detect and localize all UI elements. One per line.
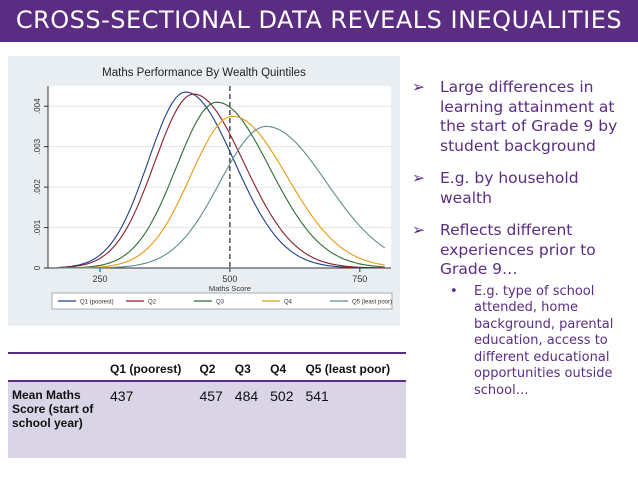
series-line — [58, 91, 385, 269]
legend-label: Q5 (least poor) — [352, 300, 392, 306]
y-tick-label: .001 — [33, 219, 42, 235]
y-tick-label: .003 — [33, 138, 42, 154]
legend-box — [51, 292, 393, 310]
sub-bullet-text: E.g. type of school attended, home backg… — [474, 283, 614, 398]
table-header-row: Q1 (poorest) Q2 Q3 Q4 Q5 (least poor) — [8, 352, 406, 382]
table-cell: 457 — [195, 381, 231, 458]
legend-label: Q1 (poorest) — [80, 300, 114, 306]
table-header-cell: Q3 — [230, 352, 267, 382]
legend-label: Q2 — [148, 300, 157, 306]
bullet-text: Reflects different experiences prior to … — [440, 221, 596, 278]
table-cell: 484 — [230, 381, 267, 458]
table-header-cell — [8, 352, 106, 382]
bullet-text: Large differences in learning attainment… — [440, 78, 618, 155]
arrow-bullet-icon: ➢ — [412, 221, 425, 239]
title-bar — [0, 0, 638, 42]
x-axis-label: Maths Score — [209, 284, 251, 293]
chart-panel: Maths Performance By Wealth Quintiles 0 .0… — [8, 56, 400, 326]
table-cell: 541 — [301, 381, 406, 458]
dot-bullet-icon: • — [450, 283, 458, 299]
bullet-item: ➢ Large differences in learning attainme… — [410, 78, 632, 156]
arrow-bullet-icon: ➢ — [412, 169, 425, 187]
table-row-label: Mean Maths Score (start of school year) — [8, 381, 106, 458]
table-cell: 502 — [266, 381, 302, 458]
y-tick-label: .004 — [33, 98, 42, 114]
table-header-cell: Q4 — [266, 352, 302, 382]
slide-title: CROSS-SECTIONAL DATA REVEALS INEQUALITIE… — [15, 6, 623, 34]
chart-title: Maths Performance By Wealth Quintiles — [102, 67, 306, 79]
y-tick-label: .002 — [33, 179, 42, 195]
series-line — [58, 115, 385, 269]
x-tick-label: 500 — [222, 274, 237, 284]
arrow-bullet-icon: ➢ — [412, 78, 425, 96]
density-chart: Maths Performance By Wealth Quintiles 0 .0… — [33, 67, 393, 310]
plot-area — [48, 86, 391, 268]
series-line — [58, 101, 385, 269]
series-line — [58, 93, 385, 269]
legend-label: Q4 — [284, 300, 293, 306]
x-tick-label: 250 — [92, 274, 107, 284]
bullet-item: ➢ E.g. by household wealth — [410, 169, 632, 208]
table-cell: 437 — [106, 381, 196, 458]
bullet-item: ➢ Reflects different experiences prior t… — [410, 221, 632, 399]
table-header-cell: Q5 (least poor) — [301, 352, 406, 382]
sub-bullet-item: • E.g. type of school attended, home bac… — [440, 284, 632, 400]
bullet-list: ➢ Large differences in learning attainme… — [410, 78, 632, 412]
table-header-cell: Q1 (poorest) — [106, 352, 196, 382]
bullet-text: E.g. by household wealth — [440, 169, 579, 207]
x-tick-label: 750 — [352, 274, 367, 284]
y-tick-label: 0 — [33, 265, 42, 270]
table-row: Mean Maths Score (start of school year) … — [8, 381, 406, 458]
legend-label: Q3 — [216, 300, 225, 306]
table-header-cell: Q2 — [195, 352, 231, 382]
series-line — [58, 125, 386, 269]
mean-score-table: Q1 (poorest) Q2 Q3 Q4 Q5 (least poor) Me… — [8, 352, 406, 458]
